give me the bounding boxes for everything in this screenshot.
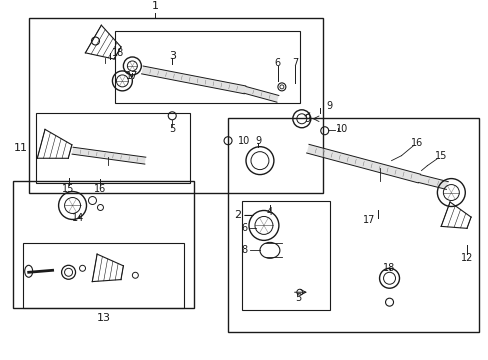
Text: 10: 10 xyxy=(335,124,347,134)
Polygon shape xyxy=(244,86,278,102)
Text: 12: 12 xyxy=(460,253,472,263)
Text: 6: 6 xyxy=(274,58,281,68)
Text: 18: 18 xyxy=(383,263,395,273)
Text: 14: 14 xyxy=(72,213,84,224)
Polygon shape xyxy=(418,175,447,189)
Text: 5: 5 xyxy=(294,293,300,303)
Text: 5: 5 xyxy=(169,124,175,134)
Text: 17: 17 xyxy=(363,215,375,225)
Bar xyxy=(22,243,184,308)
Text: 17: 17 xyxy=(126,71,138,81)
Bar xyxy=(227,118,478,332)
Text: 6: 6 xyxy=(241,224,246,233)
Bar xyxy=(36,113,190,183)
Text: 13: 13 xyxy=(96,313,110,323)
Polygon shape xyxy=(306,144,420,183)
Text: 7: 7 xyxy=(291,58,297,68)
Polygon shape xyxy=(72,147,145,164)
Bar xyxy=(242,201,329,310)
Text: 16: 16 xyxy=(410,138,423,148)
Text: 11: 11 xyxy=(14,143,28,153)
Text: 18: 18 xyxy=(112,48,124,58)
Bar xyxy=(29,18,322,193)
Text: 1: 1 xyxy=(151,1,159,11)
Text: 3: 3 xyxy=(168,51,175,61)
Text: 9: 9 xyxy=(304,114,310,124)
Text: 16: 16 xyxy=(94,184,106,194)
Text: 15: 15 xyxy=(62,184,75,194)
Text: 2: 2 xyxy=(234,211,241,220)
Text: 4: 4 xyxy=(266,207,272,217)
Polygon shape xyxy=(142,66,245,94)
Text: 8: 8 xyxy=(241,246,246,255)
Text: 9: 9 xyxy=(254,136,261,146)
Bar xyxy=(13,181,194,308)
Text: 9: 9 xyxy=(326,101,332,111)
Text: 10: 10 xyxy=(238,136,250,146)
Text: 15: 15 xyxy=(434,150,447,161)
Bar xyxy=(115,31,299,103)
